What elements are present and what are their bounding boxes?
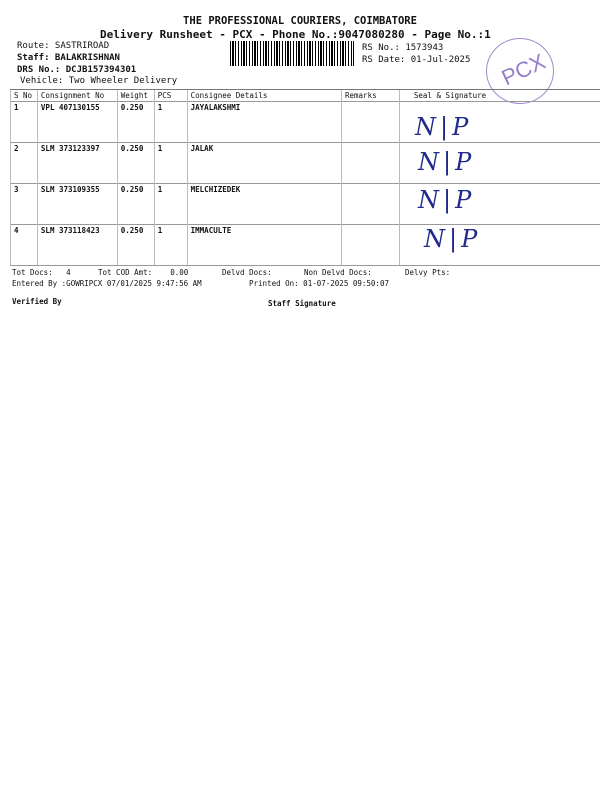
handwritten-signature: N|P xyxy=(418,186,476,214)
table-header: S No Consignment No Weight PCS Consignee… xyxy=(10,89,600,102)
col-pcs: PCS xyxy=(153,89,188,102)
total-cod: Tot COD Amt: 0.00 xyxy=(98,268,189,277)
handwritten-signature: N|P xyxy=(424,225,482,253)
col-remarks: Remarks xyxy=(341,89,400,102)
rs-number: RS No.: 1573943 xyxy=(362,43,444,53)
col-signature: Seal & Signature xyxy=(398,89,600,102)
staff: Staff: BALAKRISHNAN xyxy=(17,53,120,63)
verified-by: Verified By xyxy=(12,297,62,306)
handwritten-signature: N|P xyxy=(418,148,476,176)
entered-by: Entered By :GOWRIPCX 07/01/2025 9:47:56 … xyxy=(12,279,202,288)
route: Route: SASTRIROAD xyxy=(17,41,110,51)
barcode xyxy=(230,41,354,66)
drs-number: DRS No.: DCJB157394301 xyxy=(17,65,137,75)
table-row: 3 SLM 373109355 0.250 1 MELCHIZEDEK xyxy=(10,183,600,225)
col-sno: S No xyxy=(10,89,38,102)
col-consignment: Consignment No xyxy=(36,89,118,102)
delivered-docs: Delvd Docs: xyxy=(222,268,272,277)
table-row: 4 SLM 373118423 0.250 1 IMMACULTE xyxy=(10,224,600,266)
rs-date: RS Date: 01-Jul-2025 xyxy=(362,55,471,65)
total-docs: Tot Docs: 4 xyxy=(12,268,71,277)
delivery-points: Delvy Pts: xyxy=(405,268,451,277)
consignment-table: S No Consignment No Weight PCS Consignee… xyxy=(10,89,600,266)
col-weight: Weight xyxy=(116,89,155,102)
handwritten-signature: N|P xyxy=(415,113,473,141)
col-consignee: Consignee Details xyxy=(186,89,342,102)
printed-on: Printed On: 01-07-2025 09:50:07 xyxy=(249,279,389,288)
vehicle: Vehicle: Two Wheeler Delivery xyxy=(20,76,178,86)
table-row: 1 VPL 407130155 0.250 1 JAYALAKSHMI xyxy=(10,101,600,143)
company-title: THE PROFESSIONAL COURIERS, COIMBATORE xyxy=(183,15,417,27)
non-delivered-docs: Non Delvd Docs: xyxy=(304,268,372,277)
table-row: 2 SLM 373123397 0.250 1 JALAK xyxy=(10,142,600,184)
runsheet-subtitle: Delivery Runsheet - PCX - Phone No.:9047… xyxy=(100,28,491,41)
staff-signature: Staff Signature xyxy=(268,299,336,308)
